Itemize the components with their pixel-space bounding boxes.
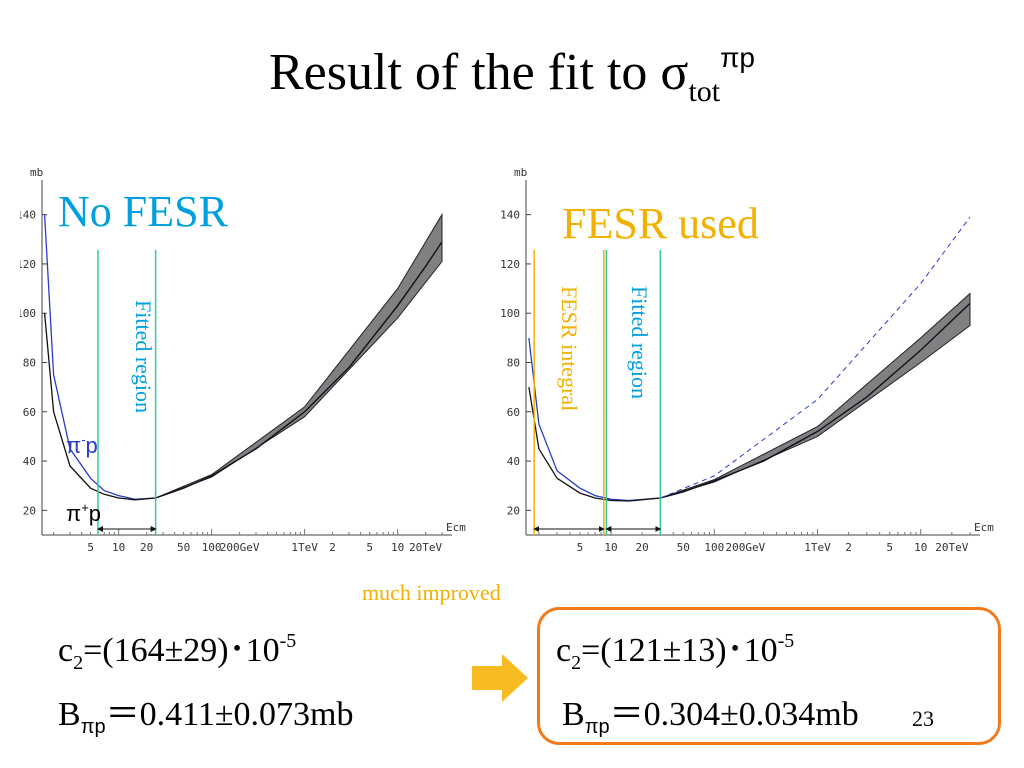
x-tick-label: 100 bbox=[704, 541, 724, 554]
y-tick-label: 120 bbox=[500, 258, 520, 271]
x-tick-label: 10 bbox=[112, 541, 125, 554]
x-tick-label: 5 bbox=[577, 541, 584, 554]
y-tick-label: 40 bbox=[23, 455, 36, 468]
slide-title: Result of the fit to σtotπp bbox=[269, 42, 755, 108]
y-tick-label: 60 bbox=[23, 406, 36, 419]
error-band bbox=[660, 292, 971, 499]
x-tick-label: 20TeV bbox=[935, 541, 968, 554]
x-tick-label: 100 bbox=[202, 541, 222, 554]
c2-result-left: c2=(164±29)･10-5 bbox=[58, 630, 297, 674]
b-result-left: Bπp＝0.411±0.073mb bbox=[58, 696, 354, 738]
y-tick-label: 140 bbox=[20, 209, 36, 222]
left-chart-title: No FESR bbox=[58, 187, 228, 236]
y-tick-label: 100 bbox=[20, 307, 36, 320]
pi-plus-p-label: π+p bbox=[66, 500, 102, 526]
x-tick-label: 5 bbox=[886, 541, 893, 554]
y-tick-label: 60 bbox=[507, 406, 520, 419]
x-tick-label: 20 bbox=[636, 541, 649, 554]
fitted-region-label-left: Fitted region bbox=[131, 300, 156, 414]
x-tick-label: 10 bbox=[914, 541, 927, 554]
y-tick-label: 100 bbox=[500, 307, 520, 320]
pi-minus-p-label: π-p bbox=[66, 432, 98, 458]
x-tick-label: 50 bbox=[677, 541, 690, 554]
right-chart-title: FESR used bbox=[562, 199, 759, 248]
fesr-integral-label: FESR integral bbox=[557, 286, 582, 412]
y-axis-label: mb bbox=[30, 166, 43, 179]
x-tick-label: 1TeV bbox=[291, 541, 318, 554]
y-axis-label: mb bbox=[514, 166, 527, 179]
x-tick-label: 50 bbox=[177, 541, 190, 554]
x-tick-label: 20 bbox=[140, 541, 153, 554]
x-tick-label: 10 bbox=[604, 541, 617, 554]
b-result-right: Bπp＝0.304±0.034mb bbox=[562, 696, 859, 738]
x-tick-label: 20TeV bbox=[409, 541, 442, 554]
chart-no-fesr: 204060801001201405102050100200GeV1TeV251… bbox=[20, 160, 490, 565]
x-axis-label: Ecm bbox=[446, 521, 466, 534]
x-axis-label: Ecm bbox=[974, 521, 994, 534]
x-tick-label: 2 bbox=[845, 541, 852, 554]
error-band bbox=[155, 212, 443, 499]
improved-result-box bbox=[537, 607, 1001, 745]
right-arrow-icon bbox=[472, 654, 528, 702]
y-tick-label: 80 bbox=[507, 357, 520, 370]
page-number: 23 bbox=[912, 706, 934, 731]
x-tick-label: 200GeV bbox=[725, 541, 765, 554]
y-tick-label: 80 bbox=[23, 357, 36, 370]
dashed-curve bbox=[660, 216, 971, 499]
x-tick-label: 5 bbox=[87, 541, 94, 554]
fitted-region-label-right: Fitted region bbox=[627, 286, 652, 400]
chart-fesr-used: 20 40 60 80 100 120 140 5 10 20 50 100 200GeV 1TeV 2 5 1… bbox=[500, 160, 1010, 565]
y-tick-label: 40 bbox=[507, 455, 520, 468]
y-tick-label: 20 bbox=[507, 504, 520, 517]
x-tick-label: 10 bbox=[391, 541, 404, 554]
x-tick-label: 5 bbox=[366, 541, 373, 554]
series-line bbox=[528, 302, 971, 502]
x-tick-label: 1TeV bbox=[804, 541, 831, 554]
series-line bbox=[43, 241, 443, 501]
y-tick-label: 120 bbox=[20, 258, 36, 271]
much-improved-note: much improved bbox=[362, 580, 501, 605]
y-tick-label: 140 bbox=[500, 209, 520, 222]
x-tick-label: 200GeV bbox=[220, 541, 260, 554]
series-line bbox=[528, 302, 971, 502]
y-tick-label: 20 bbox=[23, 504, 36, 517]
c2-result-right: c2=(121±13)･10-5 bbox=[556, 630, 795, 674]
x-tick-label: 2 bbox=[329, 541, 336, 554]
